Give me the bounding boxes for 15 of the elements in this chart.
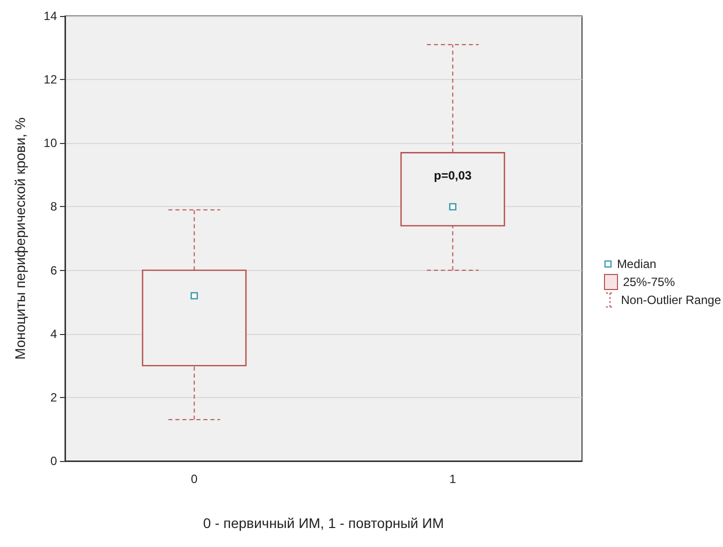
y-tick-label: 2: [50, 390, 58, 404]
y-axis-title: Моноциты периферической крови, %: [12, 117, 28, 360]
text: Median: [616, 257, 656, 271]
y-tick-label: 0: [50, 454, 58, 468]
legend-label: 25%-75%: [622, 275, 675, 289]
y-tick-label: 12: [44, 72, 58, 87]
x-axis-title: 0 - первичный ИМ, 1 - повторный ИМ: [203, 515, 444, 531]
y-tick-label: 4: [50, 326, 58, 341]
y-tick-label: 6: [50, 263, 58, 278]
text: Non-Outlier Range: [620, 293, 721, 307]
annotation: p=0,03: [434, 168, 472, 183]
y-tick-label: 10: [44, 136, 58, 150]
x-tick-label: 1: [449, 472, 456, 486]
y-tick-label: 8: [50, 200, 58, 214]
y-tick-label: 14: [44, 9, 58, 23]
